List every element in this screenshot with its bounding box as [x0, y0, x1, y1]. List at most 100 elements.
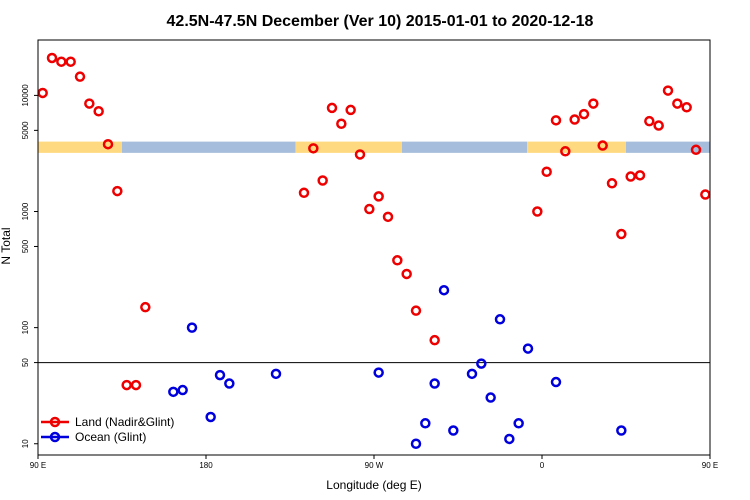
- ocean-point: [476, 358, 487, 369]
- x-tick-label: 0: [540, 461, 545, 470]
- land-point: [588, 98, 599, 109]
- land-point: [644, 115, 655, 127]
- land-point: [364, 203, 375, 215]
- ocean-point: [429, 378, 440, 389]
- land-point: [308, 143, 319, 154]
- legend-ocean-marker: [49, 431, 61, 443]
- land-point: [616, 228, 627, 240]
- land-point: [354, 149, 366, 160]
- ocean-point: [448, 425, 459, 436]
- data-points: [37, 52, 711, 449]
- legend-land-marker: [49, 416, 61, 428]
- x-axis-label: Longitude (deg E): [326, 478, 421, 492]
- ocean-point: [205, 411, 216, 423]
- legend-land-label: Land (Nadir&Glint): [75, 415, 174, 429]
- y-tick-label: 50: [21, 358, 30, 367]
- ocean-point: [616, 425, 627, 436]
- plot-frame: [37, 39, 711, 456]
- land-point: [606, 178, 618, 189]
- band-ocean-segment: [402, 141, 528, 153]
- y-axis-ticks: 10 50 100 500 1000 5000 10000: [21, 84, 38, 448]
- y-tick-label: 10000: [21, 84, 30, 107]
- land-point: [336, 118, 347, 129]
- y-tick-label: 100: [21, 320, 30, 334]
- y-tick-label: 10: [21, 439, 30, 448]
- ocean-point: [513, 418, 524, 429]
- land-ocean-band: [38, 141, 710, 153]
- band-land-segment: [295, 141, 402, 153]
- land-point: [560, 146, 571, 157]
- chart-title: 42.5N-47.5N December (Ver 10) 2015-01-01…: [167, 13, 594, 30]
- y-tick-label: 5000: [21, 121, 30, 139]
- ocean-point: [522, 343, 534, 354]
- ocean-point: [438, 284, 450, 296]
- land-point: [317, 175, 328, 186]
- x-tick-label: 180: [199, 461, 213, 470]
- ocean-point: [466, 368, 478, 380]
- land-point: [56, 56, 67, 67]
- band-land-segment: [527, 141, 626, 153]
- land-point: [74, 71, 86, 82]
- land-point: [569, 114, 580, 125]
- land-point: [410, 305, 422, 316]
- ocean-point: [504, 433, 515, 445]
- ocean-point: [420, 418, 431, 429]
- land-point: [597, 140, 608, 151]
- band-ocean-segment: [626, 141, 710, 153]
- y-tick-label: 1000: [21, 202, 30, 220]
- land-point: [382, 211, 394, 223]
- land-point: [653, 120, 664, 131]
- land-point: [625, 171, 636, 182]
- land-series: [37, 52, 711, 391]
- ocean-point: [168, 386, 179, 398]
- x-axis-ticks: 90 E 180 90 W 0 90 E: [30, 455, 718, 470]
- land-point: [532, 206, 543, 217]
- land-point: [93, 106, 104, 117]
- band-ocean-segment: [122, 141, 296, 153]
- land-point: [662, 85, 674, 96]
- land-point: [345, 104, 356, 116]
- ocean-point: [373, 367, 384, 378]
- land-point: [65, 56, 76, 67]
- land-point: [102, 138, 114, 150]
- land-point: [84, 98, 95, 109]
- land-point: [681, 102, 692, 113]
- land-point: [130, 379, 142, 391]
- ocean-point: [214, 369, 226, 381]
- legend: Land (Nadir&Glint) Ocean (Glint): [41, 415, 174, 444]
- land-point: [112, 185, 123, 197]
- legend-ocean-label: Ocean (Glint): [75, 430, 146, 444]
- land-point: [401, 268, 412, 280]
- y-tick-label: 500: [21, 239, 30, 253]
- land-point: [373, 191, 384, 202]
- ocean-point: [410, 438, 422, 449]
- land-point: [140, 301, 151, 313]
- ocean-point: [494, 314, 506, 325]
- land-point: [634, 170, 646, 181]
- land-point: [37, 87, 48, 99]
- land-point: [700, 189, 711, 200]
- ocean-point: [177, 384, 188, 396]
- land-point: [46, 52, 58, 64]
- ocean-point: [270, 368, 282, 380]
- x-tick-label: 90 E: [30, 461, 46, 470]
- ocean-series: [168, 284, 627, 449]
- land-point: [578, 108, 590, 120]
- land-point: [541, 166, 552, 178]
- x-tick-label: 90 E: [702, 461, 718, 470]
- land-point: [298, 187, 310, 199]
- ocean-point: [485, 392, 496, 403]
- land-point: [429, 334, 440, 346]
- land-point: [121, 379, 132, 391]
- land-point: [550, 115, 562, 126]
- land-point: [672, 98, 683, 109]
- land-point: [690, 144, 702, 156]
- band-land-segment: [38, 141, 122, 153]
- y-axis-label: N Total: [0, 227, 13, 264]
- ocean-point: [550, 376, 562, 388]
- ocean-point: [186, 322, 198, 333]
- ocean-point: [224, 378, 235, 389]
- land-point: [392, 255, 403, 266]
- land-point: [326, 102, 338, 114]
